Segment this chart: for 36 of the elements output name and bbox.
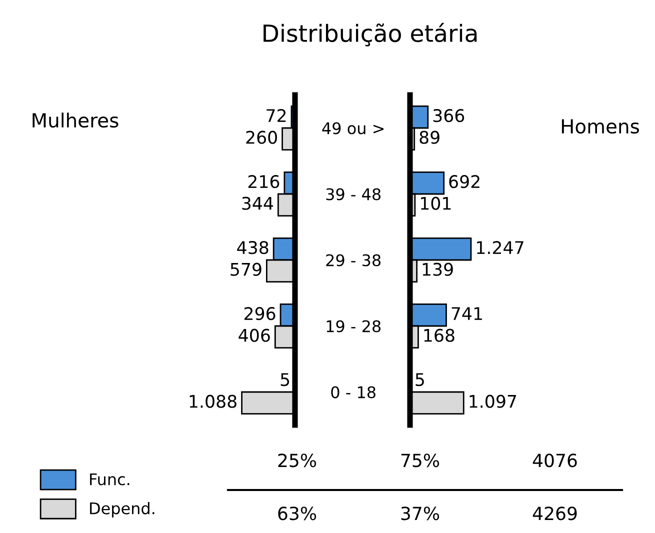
y-tick-label: 0 - 18 bbox=[331, 386, 376, 398]
data-label: 1.097 bbox=[470, 394, 516, 408]
data-label: 741 bbox=[452, 307, 482, 320]
data-label: 579 bbox=[230, 262, 262, 276]
data-label: 168 bbox=[424, 328, 454, 342]
y-tick-label: 29 - 38 bbox=[326, 254, 381, 266]
text: 37% bbox=[401, 506, 440, 520]
text: Distribuição etária bbox=[264, 22, 477, 46]
y-tick-label: 19 - 28 bbox=[326, 320, 381, 332]
data-label: 344 bbox=[242, 196, 274, 210]
data-label: 366 bbox=[433, 109, 464, 122]
text: 63% bbox=[278, 506, 316, 520]
data-label: 139 bbox=[422, 262, 453, 276]
text: 75% bbox=[401, 454, 440, 468]
data-label: 5 bbox=[416, 373, 424, 386]
data-label: 72 bbox=[266, 109, 286, 122]
y-tick-label: 49 ou > bbox=[322, 122, 384, 134]
data-label: 692 bbox=[449, 175, 480, 188]
text: 25% bbox=[278, 454, 316, 468]
legend-label: Func. bbox=[90, 473, 130, 486]
text: 4269 bbox=[532, 506, 577, 520]
text: 4076 bbox=[532, 454, 577, 468]
data-label: 296 bbox=[244, 307, 276, 320]
data-label: 5 bbox=[280, 373, 290, 386]
data-label: 406 bbox=[238, 328, 270, 342]
y-tick-label: 39 - 48 bbox=[326, 188, 381, 200]
data-label: 1.088 bbox=[190, 394, 236, 408]
data-label: 101 bbox=[421, 196, 451, 210]
data-label: 89 bbox=[420, 130, 440, 144]
data-label: 260 bbox=[246, 130, 277, 144]
y-axis-title: Mulheres bbox=[32, 112, 118, 128]
y-axis-title: Homens bbox=[562, 119, 639, 134]
legend-label: Depend. bbox=[90, 502, 154, 518]
data-label: 438 bbox=[237, 241, 268, 254]
data-label: 1.247 bbox=[477, 241, 524, 254]
data-label: 216 bbox=[248, 175, 280, 188]
